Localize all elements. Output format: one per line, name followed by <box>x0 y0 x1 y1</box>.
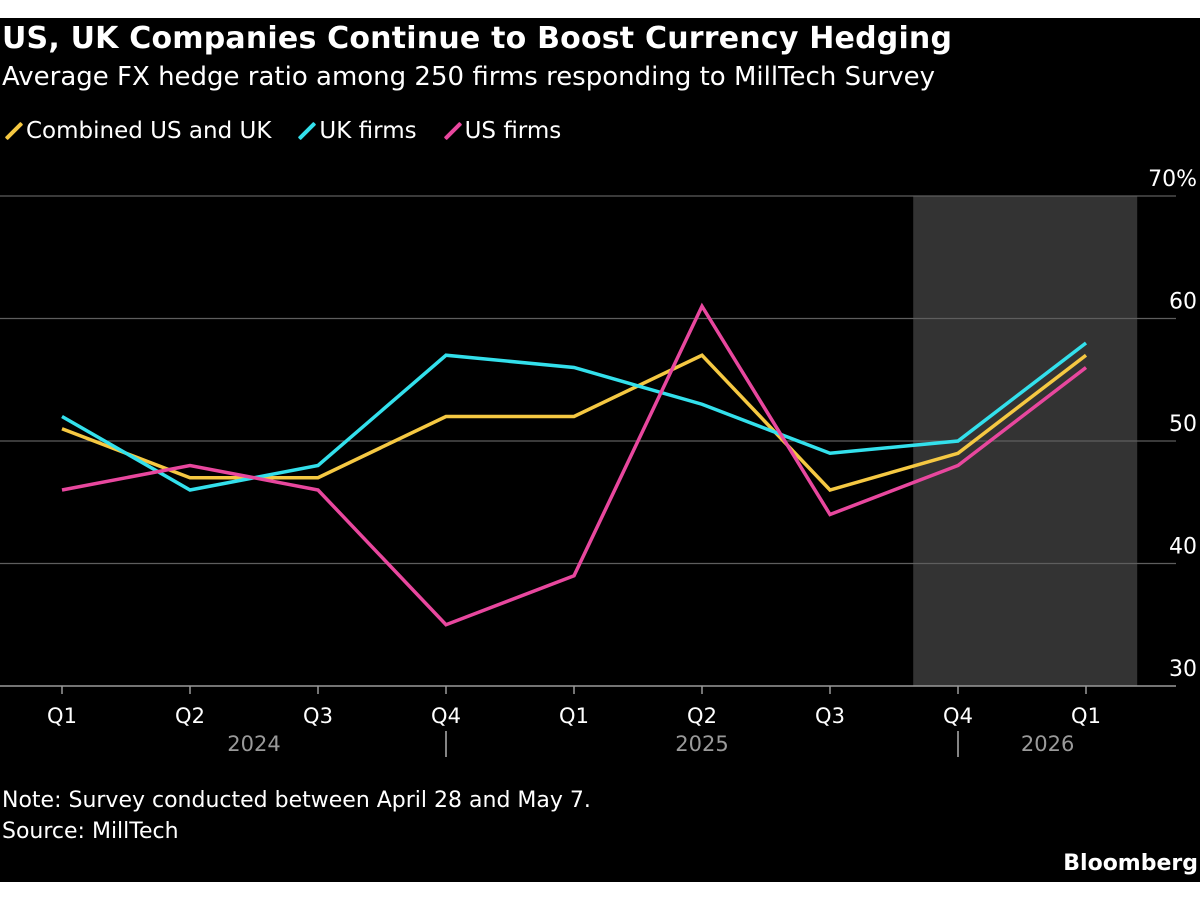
legend-item-combined: Combined US and UK <box>4 118 271 144</box>
legend-label-uk: UK firms <box>319 118 417 144</box>
x-tick-label: Q1 <box>47 704 77 728</box>
legend-item-uk: UK firms <box>297 118 417 144</box>
chart-note: Note: Survey conducted between April 28 … <box>2 788 591 813</box>
chart-title: US, UK Companies Continue to Boost Curre… <box>2 21 953 56</box>
x-tick-label: Q2 <box>687 704 717 728</box>
legend-label-us: US firms <box>464 118 562 144</box>
chart-panel: US, UK Companies Continue to Boost Curre… <box>0 18 1200 882</box>
y-tick-label: 40 <box>1169 535 1197 560</box>
chart-subtitle: Average FX hedge ratio among 250 firms r… <box>2 62 936 92</box>
year-label: 2024 <box>227 732 280 756</box>
series-line-0 <box>61 353 1088 492</box>
legend-item-us: US firms <box>443 118 562 144</box>
y-tick-label: 50 <box>1169 412 1197 437</box>
line-chart: 70% 60 50 40 30 Q1 Q2 Q3 Q4 Q1 Q2 Q3 Q4 Q1 2024 2025 202… <box>0 167 1197 757</box>
legend-label-combined: Combined US and UK <box>26 118 272 144</box>
y-tick-label: 70% <box>1148 167 1197 192</box>
y-tick-label: 30 <box>1169 657 1197 682</box>
y-tick-label: 60 <box>1169 290 1197 315</box>
year-label: 2026 <box>1021 732 1074 756</box>
chart-source: Source: MillTech <box>2 819 179 844</box>
series-line-1 <box>61 341 1088 492</box>
x-tick-label: Q4 <box>943 704 973 728</box>
x-tick-label: Q4 <box>431 704 461 728</box>
year-label: 2025 <box>675 732 728 756</box>
bloomberg-logo: Bloomberg <box>1063 851 1198 876</box>
x-tick-label: Q2 <box>175 704 205 728</box>
x-tick-label: Q1 <box>1071 704 1101 728</box>
series-line-2 <box>61 302 1088 627</box>
x-tick-label: Q1 <box>559 704 589 728</box>
x-tick-label: Q3 <box>303 704 333 728</box>
x-tick-label: Q3 <box>815 704 845 728</box>
legend: Combined US and UK UK firms US firms <box>4 116 587 146</box>
